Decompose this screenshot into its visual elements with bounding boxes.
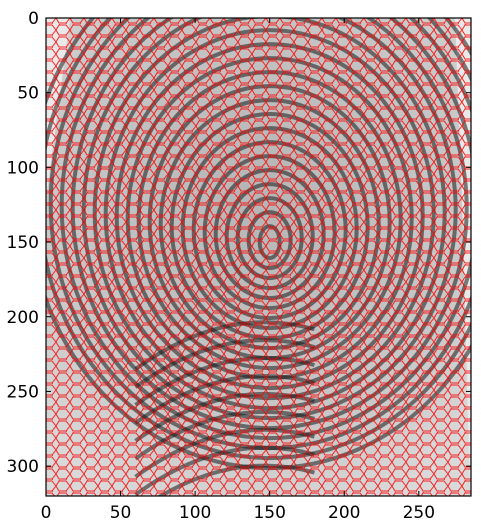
segmentation-overlay <box>46 18 471 496</box>
x-tick-label: 0 <box>41 503 52 523</box>
x-tick-label: 100 <box>179 503 211 523</box>
y-tick-label: 150 <box>7 233 39 253</box>
x-tick-label: 50 <box>110 503 132 523</box>
x-tick-label: 250 <box>403 503 435 523</box>
x-tick-label: 200 <box>328 503 360 523</box>
x-axis: 0 50 100 150 200 250 <box>41 18 435 523</box>
y-tick-label: 300 <box>7 457 39 477</box>
x-tick-label: 150 <box>253 503 285 523</box>
y-tick-label: 0 <box>28 9 39 29</box>
image-area <box>46 18 471 496</box>
y-tick-label: 200 <box>7 308 39 328</box>
y-axis: 0 50 100 150 200 250 300 <box>7 9 471 477</box>
y-tick-label: 100 <box>7 158 39 178</box>
y-tick-label: 250 <box>7 382 39 402</box>
plot-frame <box>45 17 472 497</box>
y-tick-label: 50 <box>17 84 39 104</box>
